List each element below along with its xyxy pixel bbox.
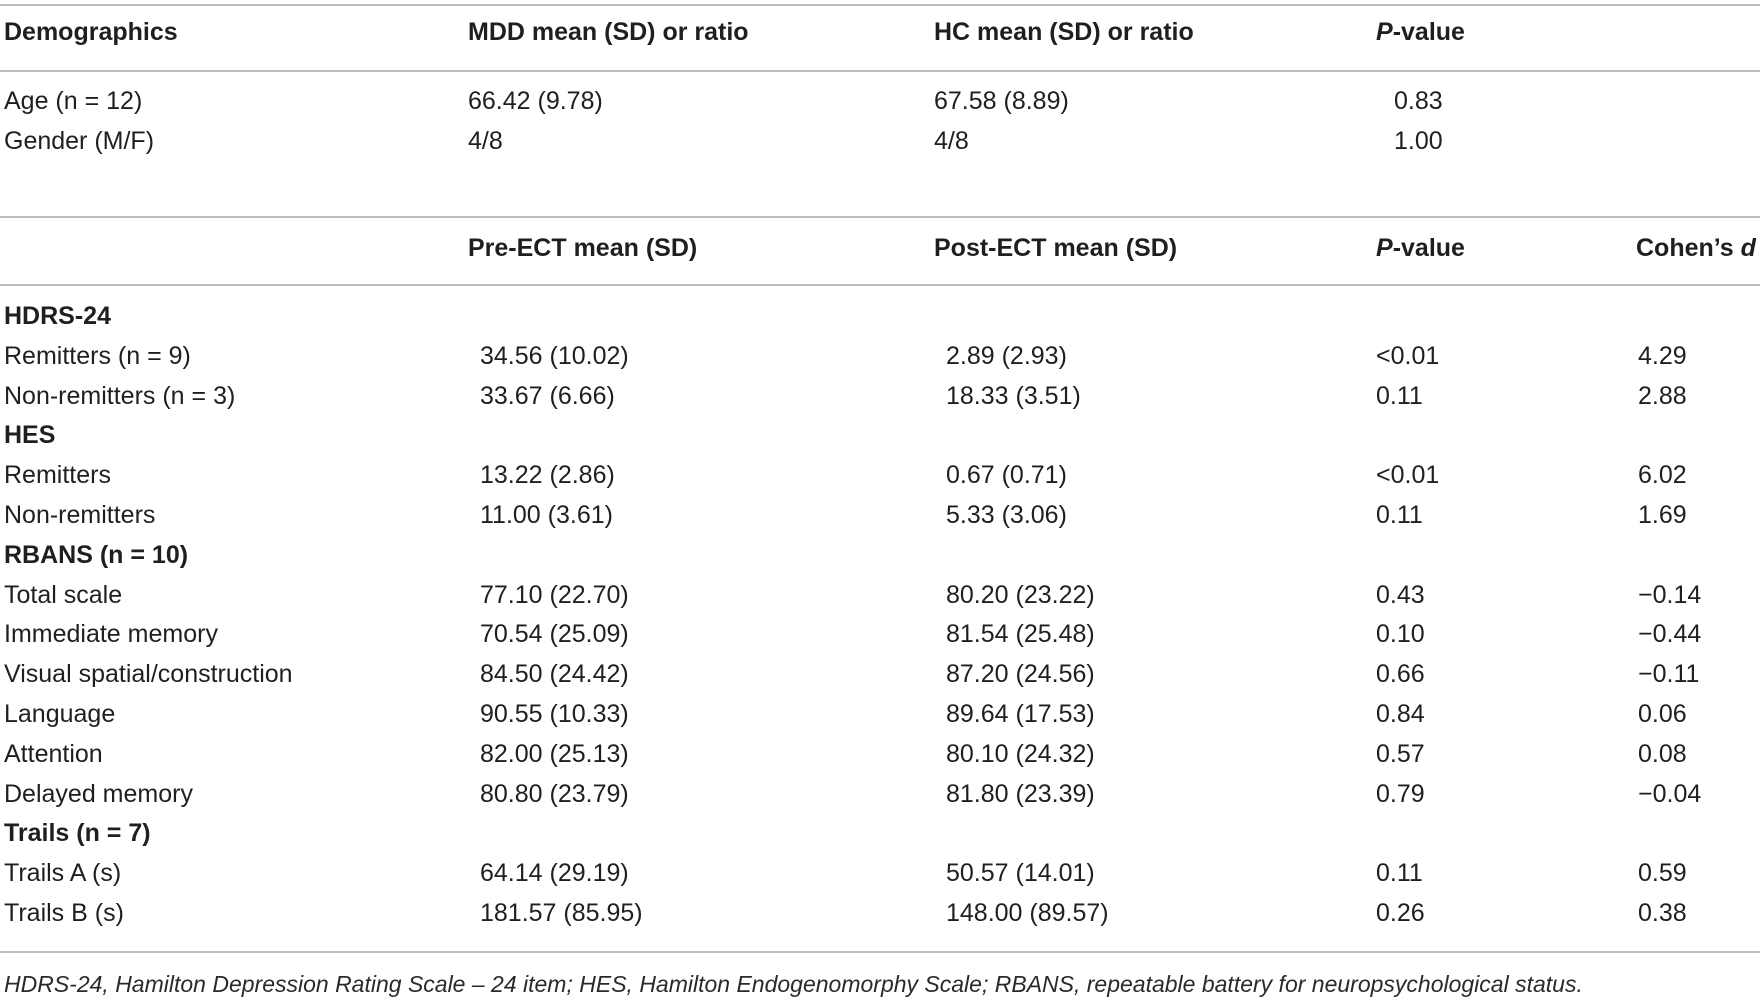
cell-mdd: 66.42 (9.78) <box>468 87 603 115</box>
t2-header-pvalue: P-value <box>1376 234 1465 262</box>
cell-pvalue: 0.10 <box>1376 620 1425 648</box>
row-label: Trails A (s) <box>4 859 122 887</box>
cell-post: 5.33 (3.06) <box>946 501 1067 529</box>
cell-pvalue: 0.11 <box>1376 501 1423 529</box>
cell-pvalue: 0.66 <box>1376 660 1425 688</box>
row-label: Immediate memory <box>4 620 218 648</box>
section-heading: HES <box>4 421 56 449</box>
section-heading: HDRS-24 <box>4 302 111 330</box>
t1-header-hc: HC mean (SD) or ratio <box>934 18 1194 46</box>
cell-cohens-d: 0.08 <box>1638 740 1687 768</box>
cell-post: 80.10 (24.32) <box>946 740 1095 768</box>
cell-cohens-d: −0.44 <box>1638 620 1702 648</box>
cell-cohens-d: 0.38 <box>1638 899 1687 927</box>
cell-mdd: 4/8 <box>468 127 503 155</box>
cell-post: 148.00 (89.57) <box>946 899 1109 927</box>
cell-pvalue: 0.79 <box>1376 780 1425 808</box>
t2-header-pre: Pre-ECT mean (SD) <box>468 234 698 262</box>
cell-post: 50.57 (14.01) <box>946 859 1095 887</box>
row-label: Total scale <box>4 581 123 609</box>
t2-header-cohens-d: Cohen’s d <box>1636 234 1756 262</box>
cell-post: 0.67 (0.71) <box>946 461 1067 489</box>
row-label: Language <box>4 700 116 728</box>
row-label: Non-remitters (n = 3) <box>4 382 236 410</box>
row-label: Delayed memory <box>4 780 193 808</box>
cell-pre: 64.14 (29.19) <box>480 859 629 887</box>
rule-top <box>0 4 1760 6</box>
cell-cohens-d: 1.69 <box>1638 501 1687 529</box>
rule-header-2 <box>0 284 1760 286</box>
t2-header-post: Post-ECT mean (SD) <box>934 234 1178 262</box>
row-label: Remitters (n = 9) <box>4 342 191 370</box>
row-label: Visual spatial/construction <box>4 660 293 688</box>
cell-pvalue: 0.11 <box>1376 382 1423 410</box>
section-heading: RBANS (n = 10) <box>4 541 189 569</box>
row-label: Gender (M/F) <box>4 127 155 155</box>
cell-post: 89.64 (17.53) <box>946 700 1095 728</box>
cell-pvalue: 1.00 <box>1394 127 1443 155</box>
t1-header-pvalue: P-value <box>1376 18 1465 46</box>
t1-header-demographics: Demographics <box>4 18 178 46</box>
row-label: Non-remitters <box>4 501 156 529</box>
cell-cohens-d: 6.02 <box>1638 461 1687 489</box>
cell-pvalue: 0.83 <box>1394 87 1443 115</box>
cell-pre: 84.50 (24.42) <box>480 660 629 688</box>
cell-pre: 13.22 (2.86) <box>480 461 615 489</box>
rule-table-divider <box>0 216 1760 218</box>
cell-post: 81.80 (23.39) <box>946 780 1095 808</box>
cell-cohens-d: 0.06 <box>1638 700 1687 728</box>
cell-pvalue: <0.01 <box>1376 461 1440 489</box>
cell-pre: 33.67 (6.66) <box>480 382 615 410</box>
row-label: Attention <box>4 740 103 768</box>
cell-cohens-d: 0.59 <box>1638 859 1687 887</box>
cell-cohens-d: 4.29 <box>1638 342 1687 370</box>
cell-post: 2.89 (2.93) <box>946 342 1067 370</box>
cell-post: 80.20 (23.22) <box>946 581 1095 609</box>
row-label: Age (n = 12) <box>4 87 143 115</box>
cell-pre: 80.80 (23.79) <box>480 780 629 808</box>
cell-pvalue: 0.84 <box>1376 700 1425 728</box>
cell-pre: 11.00 (3.61) <box>480 501 613 529</box>
cell-post: 18.33 (3.51) <box>946 382 1081 410</box>
rule-bottom <box>0 951 1760 953</box>
cell-pre: 77.10 (22.70) <box>480 581 629 609</box>
cell-hc: 67.58 (8.89) <box>934 87 1069 115</box>
cell-pvalue: <0.01 <box>1376 342 1440 370</box>
t1-header-mdd: MDD mean (SD) or ratio <box>468 18 749 46</box>
row-label: Trails B (s) <box>4 899 124 927</box>
cell-cohens-d: −0.14 <box>1638 581 1702 609</box>
cell-cohens-d: −0.04 <box>1638 780 1702 808</box>
cell-cohens-d: 2.88 <box>1638 382 1687 410</box>
cell-hc: 4/8 <box>934 127 969 155</box>
table-footnote: HDRS-24, Hamilton Depression Rating Scal… <box>4 971 1583 997</box>
rule-header-1 <box>0 70 1760 72</box>
cell-pvalue: 0.43 <box>1376 581 1425 609</box>
cell-pre: 34.56 (10.02) <box>480 342 629 370</box>
cell-pvalue: 0.11 <box>1376 859 1423 887</box>
row-label: Remitters <box>4 461 111 489</box>
section-heading: Trails (n = 7) <box>4 819 151 847</box>
cell-post: 81.54 (25.48) <box>946 620 1095 648</box>
cell-pre: 181.57 (85.95) <box>480 899 643 927</box>
cell-pvalue: 0.26 <box>1376 899 1425 927</box>
cell-cohens-d: −0.11 <box>1638 660 1700 688</box>
cell-post: 87.20 (24.56) <box>946 660 1095 688</box>
cell-pre: 70.54 (25.09) <box>480 620 629 648</box>
cell-pre: 82.00 (25.13) <box>480 740 629 768</box>
cell-pre: 90.55 (10.33) <box>480 700 629 728</box>
cell-pvalue: 0.57 <box>1376 740 1425 768</box>
